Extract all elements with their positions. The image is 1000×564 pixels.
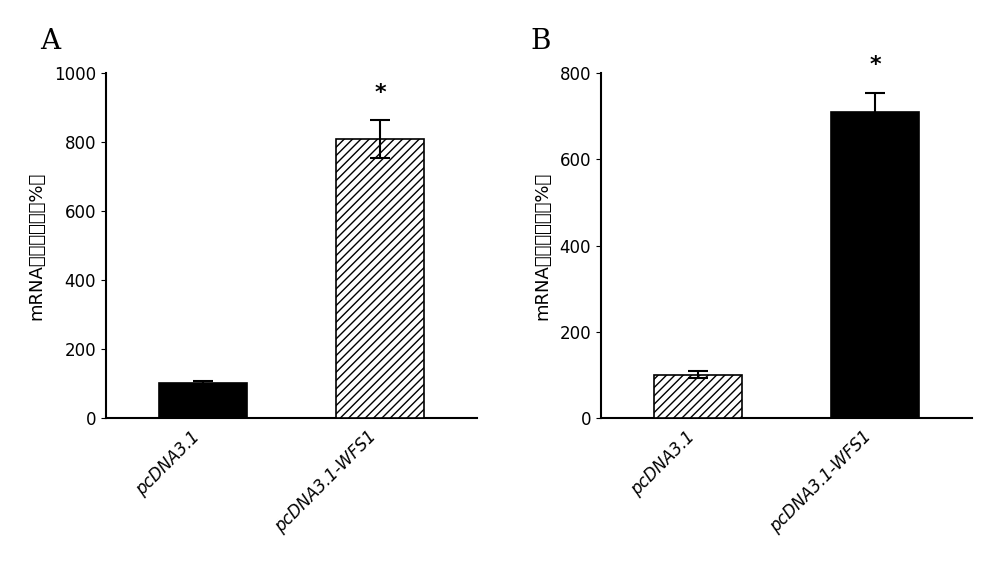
Bar — [654, 375, 742, 418]
Y-axis label: mRNA相对表达量（%）: mRNA相对表达量（%） — [533, 171, 551, 320]
Bar — [831, 112, 919, 418]
Bar — [159, 384, 247, 418]
Text: A: A — [40, 28, 60, 55]
Text: B: B — [530, 28, 550, 55]
Bar — [336, 139, 424, 418]
Text: *: * — [374, 82, 386, 103]
Text: *: * — [869, 55, 881, 76]
Y-axis label: mRNA相对表达量（%）: mRNA相对表达量（%） — [28, 171, 46, 320]
